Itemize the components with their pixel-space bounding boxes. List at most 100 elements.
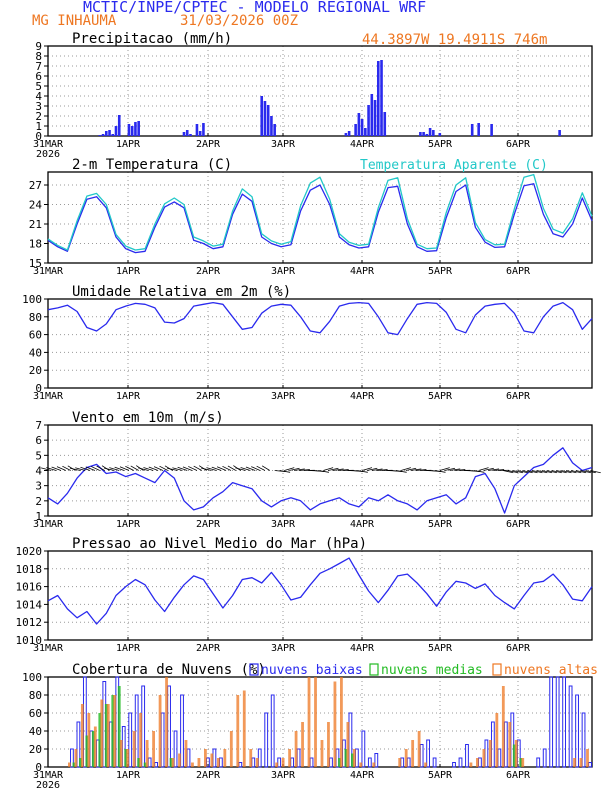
wind-barb: [454, 469, 466, 471]
wind-barb: [138, 467, 149, 471]
wind-barb: [201, 467, 212, 471]
humidity-panel: 0 20 40 60 80 100 31MAR 1APR 2APR 3APR 4APR 5APR 6AP…: [22, 284, 593, 402]
cloud-bar-low: [309, 757, 314, 768]
wind-barb: [332, 468, 344, 471]
wind-barb: [512, 470, 524, 474]
cloud-bar-low: [218, 757, 223, 768]
precip-bar: [266, 105, 270, 136]
wind-barb: [75, 467, 86, 471]
precip-ytick-label: 1: [35, 120, 42, 133]
cloud-bar-high: [469, 762, 473, 767]
wind-barb: [51, 466, 62, 471]
wind-barb: [284, 467, 295, 471]
wind-barb: [366, 467, 378, 471]
cloud-xtick-label: 4APR: [350, 770, 375, 781]
cloud-bar-high: [132, 731, 136, 767]
cloud-bar-mid: [143, 762, 147, 767]
legend-label-low: nuvens baixas: [261, 663, 363, 678]
wind-barb: [541, 470, 553, 474]
cloud-bar-high: [340, 677, 343, 767]
wind-panel: 1 2 3 4 5 6 7 31MAR 1APR 2APR 3APR 4APR 5APR 6APR Vent…: [33, 410, 601, 530]
cloud-bar-low: [400, 757, 405, 768]
cloud-bar-low: [484, 739, 489, 768]
press-ytick-label: 1012: [16, 616, 43, 629]
precip-bar: [344, 133, 348, 136]
precip-bar: [137, 121, 140, 136]
precip-bar: [114, 126, 118, 136]
cloud-bar-high: [171, 758, 175, 767]
precip-title: Precipitacao (mm/h): [72, 31, 232, 47]
precip-bar: [198, 131, 202, 136]
cloud-bar-high: [579, 758, 583, 767]
wind-barb: [164, 465, 173, 471]
precip-xtick-label: 3APR: [271, 139, 296, 150]
cloud-bar-low: [141, 685, 146, 768]
cloud-bar-high: [301, 722, 304, 767]
cloud-bar-mid: [169, 758, 173, 767]
cloud-bar-high: [93, 726, 97, 767]
cloud-bar-high: [223, 749, 227, 767]
wind-barb: [405, 467, 417, 471]
wind-barb: [434, 470, 446, 473]
precip-bar: [438, 133, 442, 136]
wind-barb: [256, 465, 266, 471]
cloud-bar-high: [294, 731, 298, 767]
cloud-ytick-label: 80: [29, 689, 42, 702]
rh-ytick-label: 40: [29, 346, 42, 359]
press-xtick-label: 4APR: [350, 643, 375, 654]
precip-bar: [360, 119, 364, 136]
cloud-bar-high: [521, 758, 525, 767]
wind-barb: [546, 470, 558, 474]
cloud-bar-low: [70, 748, 74, 768]
press-ytick-label: 1010: [16, 634, 43, 647]
cloud-bar-high: [191, 762, 194, 767]
wind-barb: [193, 465, 203, 471]
cloud-bar-mid: [137, 758, 141, 767]
wind-barb: [125, 465, 134, 471]
cloud-bar-high: [573, 758, 576, 767]
cloud-bar-mid: [111, 695, 115, 767]
cloud-bar-mid: [72, 762, 76, 767]
precip-bar: [260, 96, 264, 136]
precip-bar: [189, 134, 192, 136]
rh-xtick-label: 6APR: [506, 391, 531, 402]
cloud-bar-low: [406, 757, 411, 768]
cloud-bar-high: [184, 740, 188, 767]
wind-barb: [517, 470, 528, 474]
wind-barb: [114, 466, 125, 471]
wind-barb: [206, 467, 217, 471]
precip-xtick-label: 4APR: [350, 139, 375, 150]
wind-barb: [590, 470, 601, 474]
press-xtick-label: 31MAR: [33, 643, 64, 654]
precip-bar: [490, 124, 493, 136]
wind-barb: [222, 465, 232, 471]
cloud-ytick-label: 100: [22, 671, 42, 684]
wind-barb: [328, 467, 339, 471]
cloud-bar-high: [145, 740, 149, 767]
wind-barb: [261, 465, 271, 471]
rh-frame: [47, 298, 593, 389]
precip-bar: [127, 124, 131, 136]
wind-barb: [502, 470, 514, 474]
cloud-bar-high: [100, 699, 104, 767]
cloud-bar-high: [307, 677, 311, 767]
rh-xtick-label: 31MAR: [33, 391, 64, 402]
cloud-bar-low: [238, 762, 243, 768]
temp-frame: [47, 171, 593, 264]
wind-ytick-label: 4: [35, 465, 42, 478]
cloud-bar-mid: [117, 686, 121, 767]
press-xtick-label: 5APR: [428, 643, 453, 654]
cloud-bar-low: [361, 730, 366, 768]
rh-xtick-label: 1APR: [116, 391, 141, 402]
temp-xtick-label: 31MAR: [33, 266, 64, 277]
precip-bar: [357, 113, 361, 136]
cloud-xtick-label: 3APR: [271, 770, 296, 781]
wind-xtick-label: 1APR: [116, 519, 141, 530]
wind-barb: [62, 465, 71, 471]
cloud-bar-low: [497, 748, 502, 768]
cloud-bar-low: [374, 753, 379, 768]
cloud-bar-low: [367, 757, 372, 768]
cloud-bar-low: [76, 721, 81, 768]
precip-xtick-label: 2026: [36, 149, 60, 160]
temp-xtick-label: 6APR: [506, 266, 531, 277]
